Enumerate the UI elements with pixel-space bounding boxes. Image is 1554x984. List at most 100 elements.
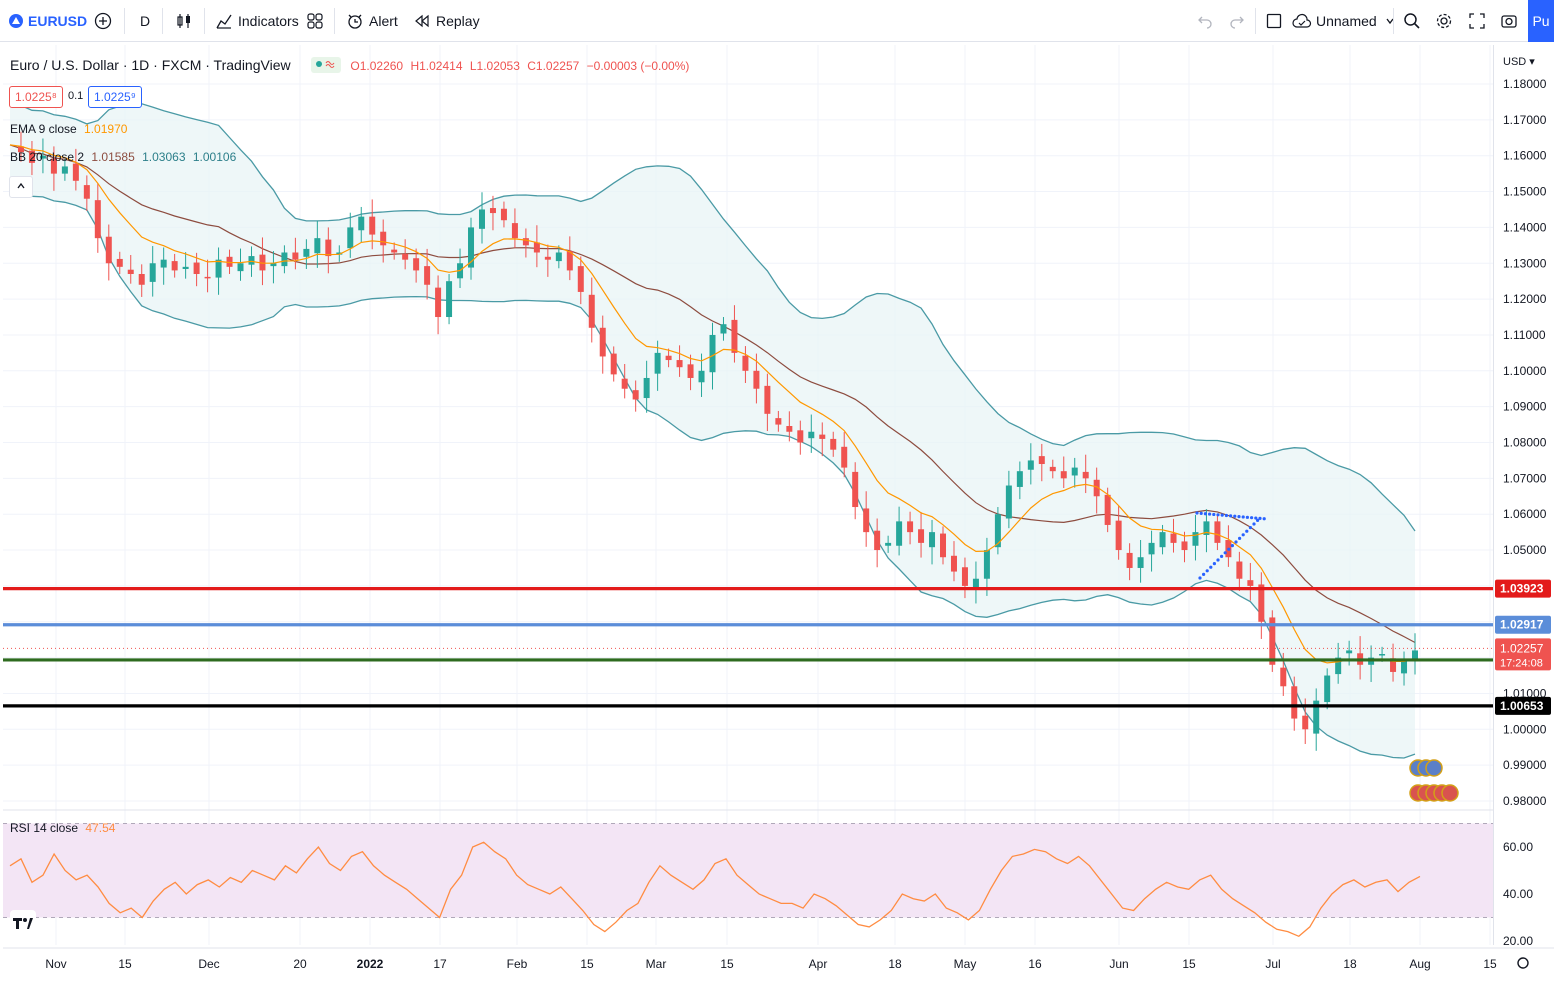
triangle-dot	[1216, 513, 1220, 517]
replay-button[interactable]: Replay	[413, 0, 480, 42]
candle-body	[1071, 467, 1078, 476]
indicators-button[interactable]: Indicators	[215, 0, 299, 42]
horizontal-lines	[3, 587, 1493, 708]
candle-body	[50, 158, 57, 174]
candle-body	[171, 261, 178, 271]
candle-body	[918, 529, 925, 543]
indicators-label: Indicators	[238, 13, 299, 29]
bb-legend[interactable]: BB 20 close 2 1.01585 1.03063 1.00106	[10, 150, 236, 164]
interval-button[interactable]: D	[140, 13, 151, 29]
publish-button[interactable]: Pu	[1528, 0, 1554, 42]
sell-price-button[interactable]: 1.0225⁸	[9, 86, 63, 108]
bb-basis-value: 1.01585	[91, 150, 135, 164]
last-price-label: 1.02257	[1500, 641, 1544, 655]
candle-body	[127, 269, 134, 275]
price-level-tag-label: 1.02917	[1500, 618, 1544, 632]
time-tick-label: Jul	[1265, 957, 1280, 971]
candle-body	[402, 253, 409, 260]
triangle-dot	[1245, 515, 1249, 519]
redo-button[interactable]	[1229, 0, 1245, 42]
price-tick-label: 1.10000	[1503, 364, 1547, 378]
candle-body	[1115, 520, 1122, 551]
triangle-dot	[1238, 536, 1242, 541]
fullscreen-icon	[1468, 12, 1486, 30]
candle-body	[160, 259, 167, 268]
undo-button[interactable]	[1197, 0, 1213, 42]
candle-body	[116, 258, 123, 267]
select-checkbox[interactable]	[1266, 0, 1282, 42]
candle-body	[885, 542, 892, 546]
bb-label: BB 20 close 2	[10, 150, 85, 164]
time-tick-label: Feb	[507, 957, 528, 971]
triangle-dot	[1205, 569, 1209, 573]
candle-body	[1203, 521, 1210, 535]
plus-circle-icon	[94, 12, 112, 30]
symbol-title: Euro / U.S. Dollar · 1D · FXCM · Trading…	[10, 57, 291, 73]
search-button[interactable]	[1403, 0, 1421, 42]
candle-body	[1236, 561, 1243, 579]
market-status-icon[interactable]	[310, 57, 341, 73]
layout-name: Unnamed	[1316, 13, 1377, 29]
candle-body	[588, 294, 595, 328]
alert-button[interactable]: Alert	[346, 0, 398, 42]
candle-body	[665, 355, 672, 361]
candle-body	[533, 242, 540, 253]
candle-body	[17, 146, 24, 153]
candle-body	[292, 252, 299, 260]
candle-body	[841, 446, 848, 468]
time-tick-label: Dec	[198, 957, 219, 971]
candle-body	[489, 208, 496, 214]
triangle-dot	[1220, 513, 1224, 517]
compare-button[interactable]	[94, 0, 112, 42]
event-markers	[1195, 511, 1459, 802]
triangle-dot	[1241, 515, 1245, 519]
candle-body	[358, 216, 365, 231]
alarm-clock-icon	[346, 12, 364, 30]
triangle-dot	[1195, 511, 1199, 515]
bollinger-basis-line	[9, 144, 1416, 644]
tradingview-logo-icon[interactable]	[10, 910, 36, 936]
snapshot-button[interactable]	[1500, 0, 1518, 42]
ohlc-open: O1.02260	[350, 59, 404, 73]
price-tick-label: 1.08000	[1503, 436, 1547, 450]
buy-price-button[interactable]: 1.0225⁹	[88, 86, 142, 108]
templates-button[interactable]	[306, 0, 324, 42]
triangle-dot	[1212, 512, 1216, 517]
triangle-dot	[1234, 540, 1238, 544]
candle-body	[1181, 541, 1188, 551]
candle-body	[819, 434, 826, 439]
price-chart[interactable]: USD ▾ 1.18000 1.17000 1.16000 1.15000 1.14000…	[0, 42, 1554, 984]
price-tick-label: 1.15000	[1503, 185, 1547, 199]
top-toolbar: EURUSD D Indicators Alert Replay	[0, 0, 1554, 42]
fullscreen-button[interactable]	[1468, 0, 1486, 42]
time-tick-label: 15	[1182, 957, 1196, 971]
candle-body	[336, 252, 343, 255]
candle-body	[599, 327, 606, 357]
chart-type-button[interactable]	[175, 0, 193, 42]
toolbar-divider	[334, 8, 335, 34]
candle-body	[193, 262, 200, 275]
triangle-dot	[1227, 547, 1231, 551]
candle-body	[1005, 485, 1012, 519]
price-tick-label: 1.16000	[1503, 149, 1547, 163]
candle-body	[1269, 617, 1276, 665]
triangle-dot	[1252, 522, 1256, 526]
bollinger-fill	[10, 101, 1415, 758]
symbol-search[interactable]: EURUSD	[8, 0, 87, 42]
settings-button[interactable]	[1435, 0, 1453, 42]
layout-menu[interactable]: Unnamed	[1292, 0, 1395, 42]
axis-settings-gear-icon	[1517, 957, 1529, 969]
triangle-dot	[1245, 529, 1249, 533]
price-tick-label: 0.99000	[1503, 758, 1547, 772]
time-tick-label: Apr	[809, 957, 828, 971]
rsi-legend[interactable]: RSI 14 close 47.54	[10, 821, 115, 835]
price-tick-label: 0.98000	[1503, 794, 1547, 808]
candle-body	[511, 223, 518, 239]
legend-collapse-button[interactable]	[9, 176, 33, 198]
triangle-dot	[1229, 514, 1233, 518]
candle-body	[1093, 479, 1100, 497]
time-tick-label: Aug	[1409, 957, 1430, 971]
ema-legend[interactable]: EMA 9 close 1.01970	[10, 122, 127, 136]
candle-body	[1170, 533, 1177, 543]
last-price-tag	[1495, 638, 1551, 671]
